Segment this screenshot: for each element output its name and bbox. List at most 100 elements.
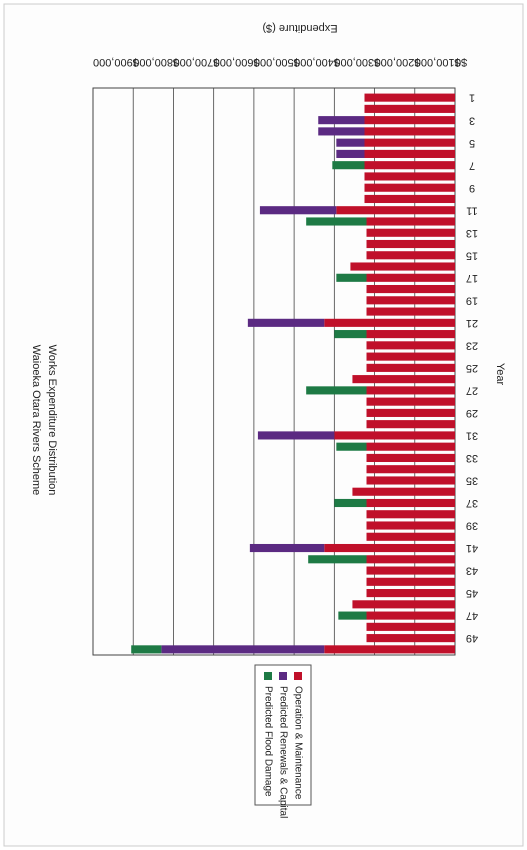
bar-segment: [366, 228, 455, 237]
bar-segment: [306, 386, 367, 395]
bar-segment: [338, 611, 367, 620]
y-tick-label: 9: [469, 182, 475, 194]
bar-segment: [324, 318, 455, 327]
bar-segment: [336, 442, 367, 451]
bar-segment: [131, 645, 162, 654]
bar-segment: [366, 386, 455, 395]
y-tick-label: 19: [466, 294, 478, 306]
bar-segment: [366, 521, 455, 530]
bar-segment: [324, 645, 455, 654]
bar-segment: [318, 127, 365, 136]
y-tick-label: 49: [466, 632, 478, 644]
bar-segment: [366, 217, 455, 226]
bar-segment: [308, 555, 367, 564]
bar-segment: [352, 600, 455, 609]
x-tick-label: $100,000: [415, 56, 461, 68]
y-tick-label: 47: [466, 610, 478, 622]
bar-segment: [366, 498, 455, 508]
y-tick-label: 13: [466, 227, 478, 239]
chart-title: Works Expenditure Distribution: [46, 345, 58, 496]
x-axis-title: Expenditure ($): [262, 22, 337, 34]
y-tick-label: 39: [466, 520, 478, 532]
legend-swatch: [279, 672, 287, 680]
bar-segment: [366, 634, 455, 643]
y-tick-label: 1: [469, 92, 475, 104]
bar-segment: [366, 420, 455, 429]
legend-swatch: [294, 672, 302, 680]
y-tick-label: 33: [466, 452, 478, 464]
bar-segment: [334, 330, 367, 339]
x-tick-label: $600,000: [214, 56, 260, 68]
bar-segment: [366, 341, 455, 350]
y-tick-label: 35: [466, 475, 478, 487]
bar-segment: [350, 262, 455, 271]
bar-segment: [364, 172, 455, 181]
legend-box: [254, 664, 312, 806]
bar-segment: [249, 543, 325, 553]
y-tick-label: 43: [466, 565, 478, 577]
chart-subtitle: Waioeka Otara Rivers Scheme: [30, 345, 42, 496]
bar-segment: [366, 296, 455, 305]
bar-segment: [364, 93, 455, 102]
bar-segment: [336, 273, 367, 282]
bar-segment: [332, 161, 365, 170]
y-tick-label: 15: [466, 249, 478, 261]
x-tick-label: $700,000: [173, 56, 219, 68]
y-tick-label: 5: [469, 137, 475, 149]
y-tick-label: 37: [466, 497, 478, 509]
x-tick-label: $800,000: [133, 56, 179, 68]
bar-segment: [364, 161, 455, 170]
y-tick-label: 3: [469, 114, 475, 126]
bar-segment: [366, 273, 455, 282]
bar-segment: [366, 239, 455, 249]
legend-label: Operation & Maintenance: [292, 686, 303, 800]
x-tick-label: $500,000: [254, 56, 300, 68]
y-tick-label: 29: [466, 407, 478, 419]
x-tick-label: $400,000: [294, 56, 340, 68]
bar-segment: [366, 532, 455, 541]
bar-segment: [247, 318, 325, 327]
bar-segment: [364, 149, 455, 158]
bar-segment: [366, 566, 455, 575]
bar-segment: [334, 498, 367, 508]
bar-segment: [324, 543, 455, 553]
bar-segment: [366, 307, 455, 316]
bar-segment: [366, 284, 455, 294]
bar-segment: [161, 645, 325, 654]
legend-label: Predicted Flood Damage: [262, 686, 273, 797]
y-tick-label: 27: [466, 384, 478, 396]
bar-segment: [366, 442, 455, 451]
y-tick-label: 41: [466, 542, 478, 554]
x-tick-label: $200,000: [375, 56, 421, 68]
bar-segment: [366, 453, 455, 463]
bar-segment: [257, 431, 335, 440]
bar-segment: [366, 363, 455, 372]
legend-label: Predicted Renewals & Capital: [277, 686, 288, 818]
bar-segment: [366, 510, 455, 519]
bar-segment: [366, 476, 455, 485]
bar-segment: [366, 589, 455, 598]
bar-segment: [352, 375, 455, 384]
y-tick-label: 7: [469, 159, 475, 171]
bar-segment: [366, 577, 455, 586]
y-tick-label: 25: [466, 362, 478, 374]
bar-segment: [364, 104, 455, 113]
bar-segment: [366, 397, 455, 406]
x-tick-label: $300,000: [334, 56, 380, 68]
y-tick-label: 17: [466, 272, 478, 284]
x-tick-label: $900,000: [93, 56, 139, 68]
bar-segment: [366, 622, 455, 631]
bar-segment: [364, 138, 455, 147]
bar-segment: [366, 330, 455, 339]
bar-segment: [366, 251, 455, 260]
bar-segment: [336, 206, 455, 215]
y-tick-label: 45: [466, 587, 478, 599]
bar-segment: [366, 465, 455, 474]
bar-segment: [336, 149, 365, 158]
bar-segment: [352, 487, 455, 496]
y-tick-label: 31: [466, 430, 478, 442]
y-tick-label: 11: [466, 204, 477, 216]
bar-segment: [366, 352, 455, 361]
x-tick-label: $0: [455, 56, 467, 68]
